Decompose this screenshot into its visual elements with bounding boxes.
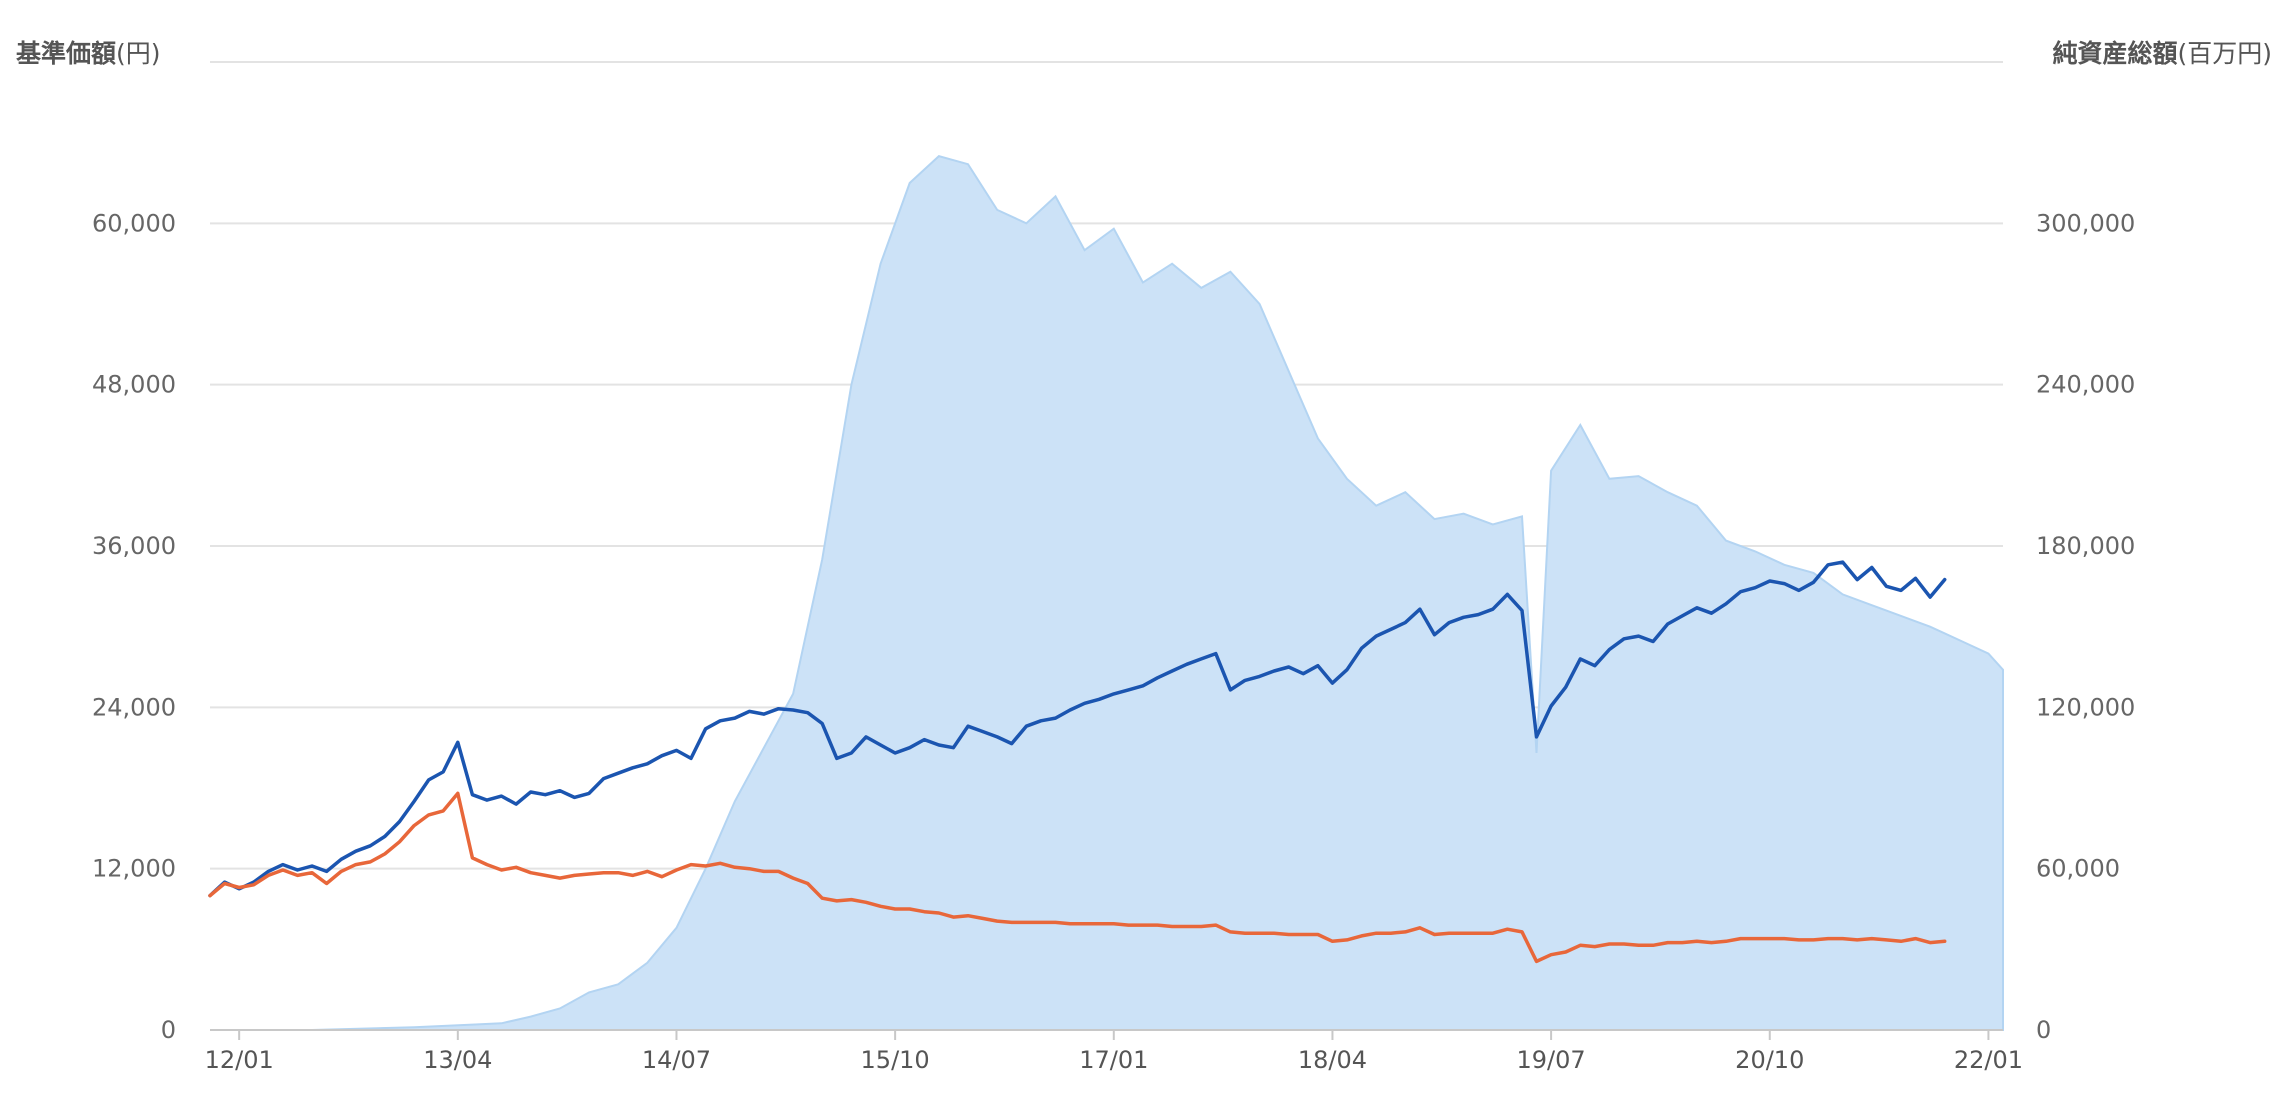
x-tick-label: 12/01 bbox=[205, 1046, 274, 1074]
y-right-tick-label: 180,000 bbox=[2036, 532, 2135, 560]
y-right-tick-label: 240,000 bbox=[2036, 371, 2135, 399]
axis-layer: 0 12,000 24,000 36,000 48,000 60,000 0 60,000 12… bbox=[92, 209, 2135, 1074]
net-assets-area-layer bbox=[210, 154, 2004, 1031]
right-axis-title: 純資産総額(百万円) bbox=[2052, 39, 2272, 68]
y-left-tick-label: 36,000 bbox=[92, 532, 176, 560]
y-right-tick-label: 300,000 bbox=[2036, 209, 2135, 237]
nav-line bbox=[208, 560, 1947, 898]
x-tick-label: 18/04 bbox=[1298, 1046, 1367, 1074]
x-tick-label: 20/10 bbox=[1735, 1046, 1804, 1074]
x-tick-label: 15/10 bbox=[861, 1046, 930, 1074]
y-right-tick-label: 60,000 bbox=[2036, 855, 2120, 883]
x-tick-label: 14/07 bbox=[642, 1046, 711, 1074]
x-tick-label: 22/01 bbox=[1954, 1046, 2023, 1074]
x-tick-label: 17/01 bbox=[1079, 1046, 1148, 1074]
y-right-tick-label: 0 bbox=[2036, 1016, 2051, 1044]
line-layer bbox=[208, 560, 1947, 964]
x-tick-label: 13/04 bbox=[423, 1046, 492, 1074]
left-axis-title: 基準価額(円) bbox=[16, 39, 161, 68]
net-assets-area bbox=[210, 154, 2004, 1031]
y-left-tick-label: 12,000 bbox=[92, 855, 176, 883]
x-tick-label: 19/07 bbox=[1517, 1046, 1586, 1074]
nav-ex-dividend-line bbox=[208, 791, 1947, 964]
y-left-tick-label: 0 bbox=[161, 1016, 176, 1044]
y-right-tick-label: 120,000 bbox=[2036, 693, 2135, 721]
y-left-tick-label: 24,000 bbox=[92, 693, 176, 721]
y-left-tick-label: 48,000 bbox=[92, 371, 176, 399]
y-left-tick-label: 60,000 bbox=[92, 209, 176, 237]
